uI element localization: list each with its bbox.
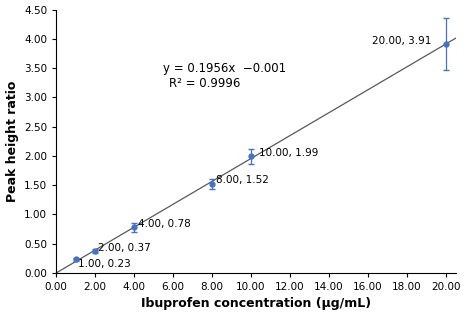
Text: 4.00, 0.78: 4.00, 0.78 [138,219,191,229]
Text: 1.00, 0.23: 1.00, 0.23 [78,259,130,269]
Y-axis label: Peak height ratio: Peak height ratio [6,81,19,202]
Text: 8.00, 1.52: 8.00, 1.52 [216,175,269,185]
Text: 20.00, 3.91: 20.00, 3.91 [372,36,431,46]
X-axis label: Ibuprofen concentration (μg/mL): Ibuprofen concentration (μg/mL) [141,297,371,310]
Text: 2.00, 0.37: 2.00, 0.37 [98,243,150,253]
Text: R² = 0.9996: R² = 0.9996 [169,77,241,90]
Text: y = 0.1956x  −0.001: y = 0.1956x −0.001 [163,62,287,75]
Text: 10.00, 1.99: 10.00, 1.99 [259,148,318,158]
